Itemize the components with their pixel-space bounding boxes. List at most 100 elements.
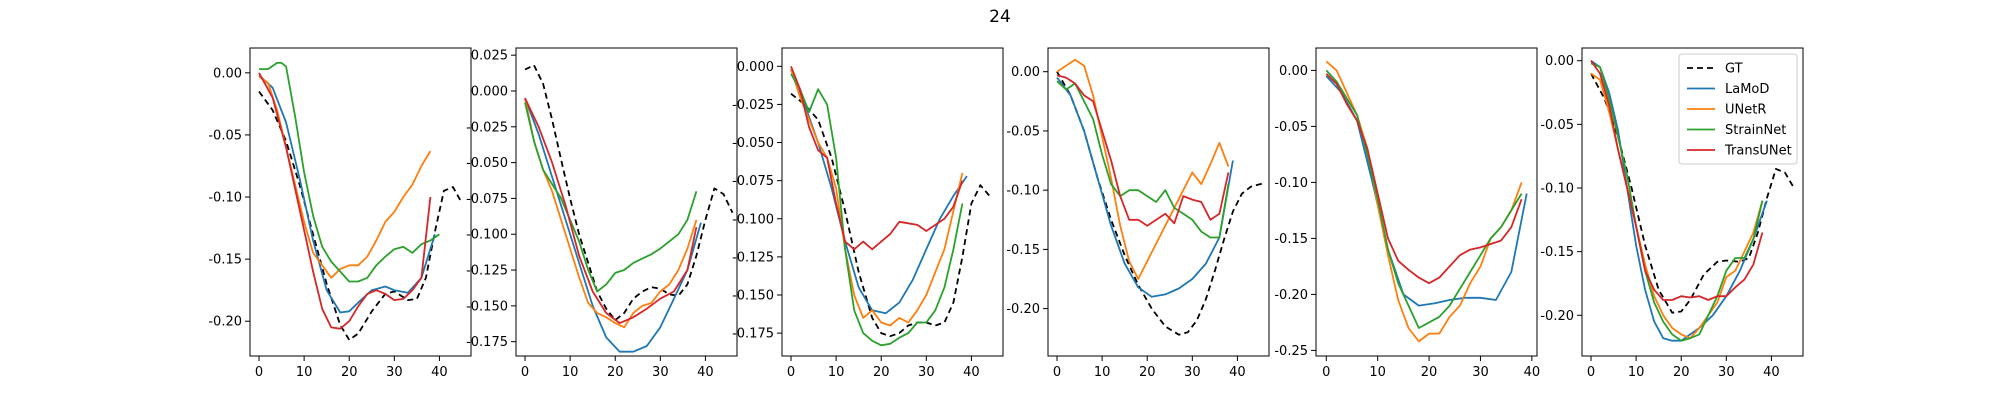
figure-title: 24 <box>989 7 1011 27</box>
y-tick-label: 0.00 <box>1545 54 1574 69</box>
y-tick-label: 0.00 <box>1011 65 1040 80</box>
y-tick-label: -0.10 <box>1540 182 1574 197</box>
x-tick-label: 0 <box>787 365 795 380</box>
series-line-gt <box>524 64 734 322</box>
series-group <box>1056 58 1265 336</box>
y-tick-label: -0.075 <box>466 192 508 207</box>
axes-frame <box>1581 47 1804 357</box>
x-tick-label: 20 <box>1139 365 1156 380</box>
series-line-gt <box>790 92 991 338</box>
x-tick-label: 10 <box>562 365 579 380</box>
series-line-unetr <box>1056 58 1230 280</box>
x-tick-label: 0 <box>255 365 263 380</box>
axes-frame <box>249 47 472 357</box>
x-tick-label: 40 <box>1524 365 1541 380</box>
series-line-strainnet <box>1056 80 1230 239</box>
y-tick-label: -0.05 <box>1274 120 1308 135</box>
y-tick-label: -0.025 <box>466 120 508 135</box>
y-tick-label: 0.025 <box>471 49 508 64</box>
series-line-strainnet <box>1325 69 1523 329</box>
y-tick-label: -0.150 <box>732 289 774 304</box>
x-tick-label: 30 <box>1472 365 1489 380</box>
series-line-lamod <box>1056 77 1234 298</box>
series-line-gt <box>258 90 463 341</box>
x-tick-label: 0 <box>1322 365 1330 380</box>
x-tick-label: 30 <box>652 365 669 380</box>
series-line-gt <box>1590 73 1795 314</box>
y-tick-label: -0.05 <box>208 128 242 143</box>
y-tick-label: -0.15 <box>1006 243 1040 258</box>
series-line-strainnet <box>790 73 964 347</box>
legend: GT LaMoD UNetR StrainNet TransUNet <box>1678 53 1798 165</box>
series-line-transunet <box>1590 60 1764 301</box>
axes-frame <box>515 47 738 357</box>
x-tick-label: 20 <box>1673 365 1690 380</box>
legend-label-strainnet: StrainNet <box>1725 123 1786 138</box>
series-group <box>1325 60 1528 343</box>
y-tick-label: -0.050 <box>466 156 508 171</box>
x-tick-label: 30 <box>918 365 935 380</box>
y-tick-label: -0.20 <box>1006 302 1040 317</box>
x-tick-label: 10 <box>1094 365 1111 380</box>
y-tick-label: -0.05 <box>1006 124 1040 139</box>
subplot-2: 0 10 20 30 40 0.025 0.000 -0.025 -0.050 -0.075 -0.… <box>466 47 738 380</box>
axes-frame <box>1315 47 1538 357</box>
y-tick-label: -0.20 <box>208 315 242 330</box>
y-tick-label: -0.175 <box>466 335 508 350</box>
y-tick-label: -0.15 <box>1540 245 1574 260</box>
y-tick-label: -0.20 <box>1274 288 1308 303</box>
x-tick-label: 20 <box>873 365 890 380</box>
y-tick-label: -0.15 <box>208 253 242 268</box>
x-tick-label: 40 <box>963 365 980 380</box>
axes-frame <box>781 47 1004 357</box>
series-line-transunet <box>1056 74 1230 227</box>
subplot-5: 0 10 20 30 40 0.00 -0.05 -0.10 -0.15 -0.20 -0.25 <box>1274 47 1541 380</box>
y-tick-label: -0.15 <box>1274 232 1308 247</box>
series-line-transunet <box>258 72 432 330</box>
y-tick-label: -0.05 <box>1540 118 1574 133</box>
y-tick-label: 0.00 <box>1279 64 1308 79</box>
y-tick-label: -0.20 <box>1540 309 1574 324</box>
y-tick-label: -0.25 <box>1274 344 1308 359</box>
y-tick-label: -0.075 <box>732 174 774 189</box>
y-tick-label: -0.150 <box>466 299 508 314</box>
series-line-transunet <box>1325 73 1523 285</box>
y-tick-label: -0.050 <box>732 136 774 151</box>
x-tick-label: 10 <box>828 365 845 380</box>
series-group <box>258 62 463 341</box>
x-tick-label: 30 <box>1184 365 1201 380</box>
x-tick-label: 30 <box>386 365 403 380</box>
y-tick-label: -0.025 <box>732 98 774 113</box>
series-group <box>790 65 991 347</box>
x-tick-label: 0 <box>1053 365 1061 380</box>
y-tick-label: 0.000 <box>737 60 774 75</box>
x-tick-label: 40 <box>697 365 714 380</box>
x-tick-label: 40 <box>1763 365 1780 380</box>
x-tick-label: 20 <box>607 365 624 380</box>
x-tick-label: 10 <box>296 365 313 380</box>
x-tick-label: 10 <box>1628 365 1645 380</box>
series-line-unetr <box>790 69 964 327</box>
y-tick-label: -0.100 <box>732 212 774 227</box>
x-tick-label: 40 <box>431 365 448 380</box>
y-tick-label: 0.00 <box>213 66 242 81</box>
y-tick-label: -0.125 <box>466 264 508 279</box>
series-line-strainnet <box>524 102 698 293</box>
legend-label-unetr: UNetR <box>1725 103 1766 118</box>
subplot-4: 0 10 20 30 40 0.00 -0.05 -0.10 -0.15 -0.20 <box>1006 47 1270 380</box>
legend-label-transunet: TransUNet <box>1724 144 1792 159</box>
legend-box <box>1678 53 1798 165</box>
series-group <box>524 64 734 353</box>
y-tick-label: -0.10 <box>1006 184 1040 199</box>
series-line-lamod <box>258 74 436 314</box>
x-tick-label: 0 <box>521 365 529 380</box>
series-line-strainnet <box>259 62 440 283</box>
legend-label-gt: GT <box>1725 62 1743 77</box>
x-tick-label: 0 <box>1587 365 1595 380</box>
y-tick-label: 0.000 <box>471 84 508 99</box>
subplot-3: 0 10 20 30 40 0.000 -0.025 -0.050 -0.075 -0.100 -0… <box>732 47 1004 380</box>
series-line-lamod <box>1325 75 1528 307</box>
y-tick-label: -0.10 <box>1274 176 1308 191</box>
series-line-transunet <box>524 97 698 325</box>
